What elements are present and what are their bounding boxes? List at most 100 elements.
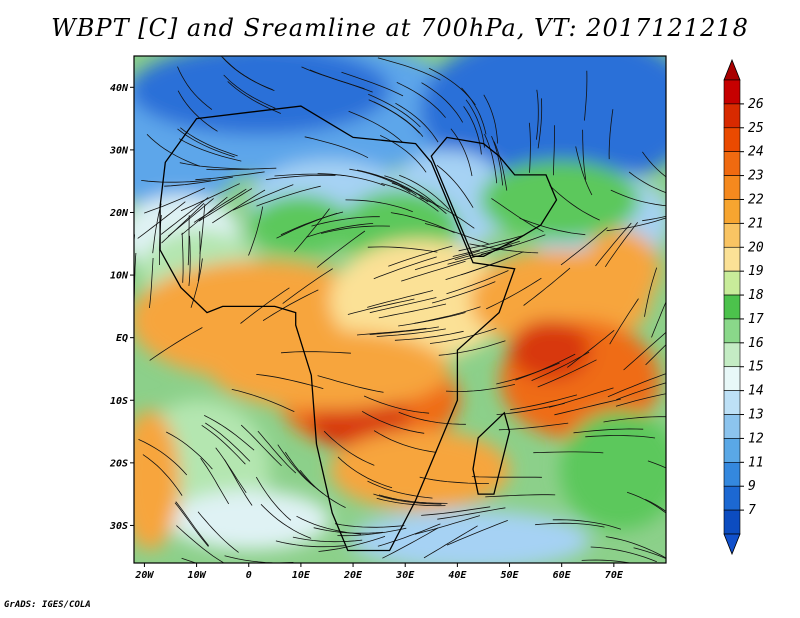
streamline — [277, 444, 315, 488]
streamline — [553, 125, 555, 176]
longitude-axis: 20W 10W 0 10E 20E 30E 40E 50E 60E 70E — [134, 563, 624, 581]
streamline — [215, 447, 247, 494]
streamline — [197, 511, 239, 553]
streamline — [590, 546, 657, 563]
field-region — [420, 56, 666, 190]
streamline — [199, 203, 206, 254]
streamline — [175, 501, 210, 546]
lon-label: 20E — [343, 570, 363, 581]
streamline — [423, 525, 478, 559]
streamline — [369, 297, 437, 314]
streamline — [388, 245, 453, 267]
chart-title: WBPT [C] and Sreamline at 700hPa, VT: 20… — [51, 14, 749, 42]
streamline — [575, 146, 593, 196]
streamline — [421, 82, 464, 123]
streamline — [378, 303, 447, 319]
streamline — [294, 208, 330, 253]
streamline — [255, 476, 292, 521]
streamline — [296, 515, 362, 535]
streamline — [608, 109, 614, 160]
streamline — [484, 133, 498, 184]
streamline — [645, 498, 666, 512]
streamline — [164, 176, 233, 187]
streamline — [223, 74, 276, 109]
streamline — [367, 246, 438, 253]
streamline — [206, 167, 277, 171]
streamline — [560, 227, 608, 266]
colorbar-swatch — [723, 414, 741, 439]
streamline — [471, 476, 542, 478]
field-region — [134, 56, 390, 135]
streamline — [483, 94, 498, 144]
streamline — [349, 168, 411, 193]
streamline — [356, 327, 427, 336]
streamline — [177, 90, 218, 132]
streamline — [396, 82, 446, 118]
streamline — [141, 179, 211, 183]
streamline — [554, 398, 621, 416]
streamline — [137, 201, 186, 239]
streamline — [377, 57, 441, 81]
streamline — [181, 232, 184, 283]
streamline — [323, 430, 375, 466]
credit-text: GrADS: IGES/COLA — [4, 600, 91, 610]
streamline — [368, 93, 421, 128]
streamline — [523, 267, 571, 306]
streamline — [469, 243, 539, 254]
streamline — [177, 66, 213, 110]
streamline — [197, 231, 201, 282]
streamline — [581, 559, 633, 563]
streamline — [606, 217, 666, 232]
streamline — [138, 439, 188, 476]
streamline — [180, 127, 238, 157]
streamline — [222, 57, 275, 91]
streamline — [398, 312, 466, 327]
coastline — [430, 136, 558, 257]
streamline — [493, 141, 508, 191]
streamline — [573, 428, 644, 434]
streamline — [515, 353, 576, 381]
streamline — [181, 557, 198, 563]
streamline — [548, 387, 614, 408]
streamline — [454, 240, 520, 261]
streamline — [149, 257, 154, 309]
field-region — [250, 195, 350, 255]
streamline — [605, 536, 666, 559]
streamline — [431, 281, 496, 304]
streamline — [248, 206, 264, 256]
streamline — [347, 298, 415, 315]
colorbar-label: 25 — [748, 121, 764, 136]
streamline — [436, 164, 474, 208]
streamline — [337, 527, 407, 537]
streamline — [498, 422, 569, 431]
field-region — [330, 240, 510, 360]
streamline — [316, 230, 366, 268]
streamline — [424, 223, 489, 245]
streamline — [373, 493, 442, 505]
streamline — [647, 460, 666, 469]
streamline — [604, 222, 639, 268]
streamline — [391, 182, 447, 215]
streamline — [262, 289, 319, 321]
lon-label: 10E — [292, 570, 311, 581]
streamline — [292, 536, 363, 543]
streamline — [282, 268, 333, 304]
colorbar-swatch — [723, 462, 741, 487]
streamline — [280, 351, 351, 354]
colorbar-swatch — [723, 366, 741, 391]
streamline — [585, 435, 656, 439]
streamline — [465, 99, 485, 148]
streamline — [382, 527, 439, 559]
streamline — [401, 260, 466, 282]
colorbar-swatch — [723, 390, 741, 415]
colorbar-label: 24 — [748, 145, 764, 160]
colorbar-label: 21 — [748, 216, 764, 231]
streamline — [180, 183, 240, 212]
streamline — [419, 476, 489, 484]
streamline — [334, 523, 405, 528]
field-region — [510, 320, 590, 380]
lon-label: 10W — [188, 570, 207, 581]
colorbar-swatch — [723, 294, 741, 320]
streamline — [179, 138, 242, 162]
